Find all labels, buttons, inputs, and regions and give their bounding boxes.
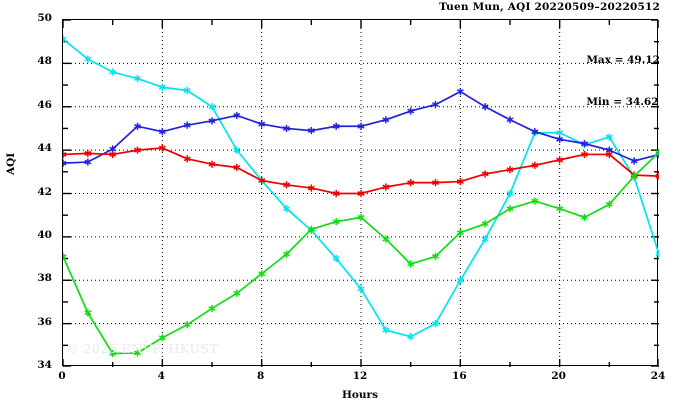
- y-axis-tick-label: 38: [37, 272, 52, 285]
- x-axis-tick-label: 24: [650, 370, 666, 382]
- series-green: [63, 148, 659, 358]
- y-axis-tick-label: 50: [37, 12, 52, 24]
- y-axis-label: AQI: [5, 152, 17, 175]
- min-value-label: Min = 34.62: [586, 96, 659, 108]
- x-axis-tick-label: 0: [58, 370, 66, 382]
- x-axis-tick-label: 20: [551, 370, 566, 382]
- y-axis-tick-label: 34: [37, 359, 52, 371]
- plot-svg: [63, 20, 659, 367]
- plot-area: [62, 19, 659, 367]
- y-axis-tick-label: 40: [37, 228, 52, 241]
- chart-title: Tuen Mun, AQI 20220509–20220512: [439, 1, 660, 13]
- y-axis-tick-label: 44: [37, 142, 52, 155]
- y-axis-tick-label: 42: [37, 185, 52, 198]
- copyright-watermark: © 2025 ENVF, HKUST: [66, 341, 219, 356]
- x-axis-tick-label: 16: [452, 370, 467, 382]
- y-axis-tick-label: 48: [37, 55, 52, 68]
- series-red: [63, 144, 659, 198]
- y-axis-tick-label: 46: [37, 98, 52, 111]
- series-blue: [63, 87, 659, 167]
- y-axis-tick-label: 36: [37, 315, 52, 328]
- x-axis-tick-label: 8: [257, 370, 265, 382]
- series-cyan: [63, 35, 659, 341]
- x-axis-tick-label: 4: [157, 370, 165, 382]
- stats-annotation: Max = 49.12 Min = 34.62: [586, 25, 660, 137]
- x-axis-tick-label: 12: [352, 370, 368, 382]
- max-value-label: Max = 49.12: [586, 54, 660, 66]
- x-axis-label: Hours: [341, 389, 378, 401]
